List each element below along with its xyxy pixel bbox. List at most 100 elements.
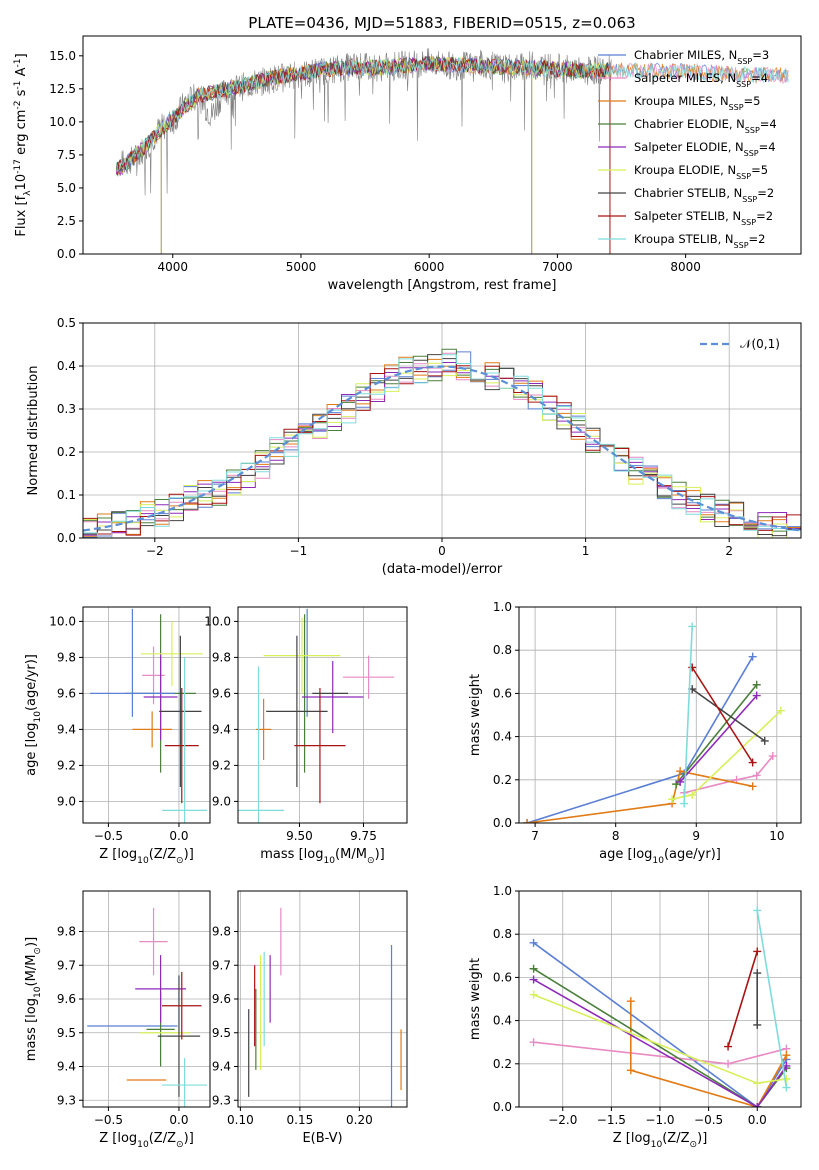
mass-weight-series: [688, 663, 757, 767]
y-tick-label: 9.7: [57, 958, 76, 972]
y-tick-label: 0.4: [493, 730, 512, 744]
plus-marker: [672, 780, 681, 789]
age-vs-z-x-axis-label: Z [log10(Z/Z⊙)]: [99, 847, 194, 866]
spectrum-title: PLATE=0436, MJD=51883, FIBERID=0515, z=0…: [248, 14, 635, 32]
weight-vs-age-x-axis-label: age [log10(age/yr)]: [599, 847, 721, 866]
y-tick-label: 10.0: [49, 115, 76, 129]
age-vs-mass-axes: 9.50 9.75 9.0 9.2 9.4 9.6 9.8 10.0 mass [log10(M…: [204, 606, 408, 866]
x-tick-label: 0.0: [169, 829, 188, 843]
series-line: [691, 688, 766, 742]
plus-marker: [752, 680, 761, 689]
residuals-legend: 𝒩(0,1): [700, 337, 780, 351]
error-bar-point: [263, 617, 341, 694]
plus-marker: [523, 819, 532, 823]
x-tick-label: 0.15: [287, 1113, 314, 1127]
mass-weight-series: [668, 706, 785, 804]
x-tick-label: −2.0: [548, 1113, 577, 1127]
spectrum-axes: 4000 5000 6000 7000 8000 0.0 2.5 5.0 7.5 10.0 12.5…: [13, 14, 802, 293]
mass-weight-series: [529, 1038, 791, 1068]
error-bar-point: [302, 661, 364, 733]
age-vs-z-axes: −0.5 0.0 9.0 9.2 9.4 9.6 9.8 10.0 Z [log10(Z/Z⊙)…: [24, 606, 211, 866]
legend-entry-label: Salpeter ELODIE, NSSP=4: [634, 140, 776, 158]
y-tick-label: 0.2: [493, 773, 512, 787]
y-tick-label: 0.0: [493, 1100, 512, 1114]
error-bar-point: [157, 975, 201, 1097]
y-tick-label: 9.8: [57, 650, 76, 664]
y-tick-label: 9.6: [212, 992, 231, 1006]
x-tick-label: 0.0: [748, 1113, 767, 1127]
error-bar-point: [162, 1058, 208, 1107]
age-vs-z-plot-content: [90, 608, 208, 823]
spectrum-frame: [82, 35, 802, 255]
y-tick-label: 9.5: [212, 1026, 231, 1040]
error-bar-point: [140, 621, 203, 687]
mass-vs-z-gridlines: [83, 891, 210, 1107]
y-tick-label: 9.5: [57, 1026, 76, 1040]
x-tick-label: 7: [531, 829, 539, 843]
weight-vs-age-plot-content: [523, 622, 785, 823]
error-bar-point: [342, 655, 395, 699]
residuals-y-axis-label: Normed distribution: [26, 366, 41, 496]
age-vs-z-y-axis-label: age [log10(age/yr)]: [24, 654, 43, 776]
plus-marker: [529, 975, 538, 984]
x-tick-label: 5000: [286, 260, 317, 274]
plus-marker: [529, 990, 538, 999]
x-tick-label: 0: [438, 544, 446, 558]
mass-vs-ebv-gridlines: [238, 891, 407, 1107]
mass-weight-series: [753, 969, 762, 1029]
y-tick-label: 9.0: [57, 794, 76, 808]
x-tick-label: 7000: [542, 260, 573, 274]
legend-entry-label: Kroupa MILES, NSSP=5: [634, 94, 760, 112]
error-bar-point: [266, 635, 328, 787]
error-bar-point: [294, 688, 346, 804]
legend-entry-label: Salpeter STELIB, NSSP=2: [634, 209, 773, 227]
y-tick-label: 9.8: [212, 925, 231, 939]
series-line: [683, 626, 693, 804]
legend-entry-label: Kroupa ELODIE, NSSP=5: [634, 163, 768, 181]
mass-vs-ebv-x-axis-label: E(B-V): [302, 1131, 342, 1146]
spectrum-y-axis-label: Flux [fλ10-17 erg cm-2 s-1 A-1]: [13, 53, 33, 236]
error-bar-point: [164, 688, 199, 804]
mass-weight-series: [688, 685, 769, 745]
plus-marker: [752, 771, 761, 780]
residuals-plot-content: [83, 348, 801, 538]
y-tick-label: 9.2: [212, 758, 231, 772]
plus-marker: [529, 964, 538, 973]
x-tick-label: 8: [612, 829, 620, 843]
plus-marker: [782, 1061, 791, 1070]
legend-entry-label: Salpeter MILES, NSSP=4: [634, 71, 768, 89]
residual-histogram: [83, 365, 801, 538]
y-tick-label: 9.4: [57, 1060, 76, 1074]
y-tick-label: 12.5: [49, 82, 76, 96]
y-tick-label: 9.6: [57, 686, 76, 700]
x-tick-label: 9.75: [350, 829, 377, 843]
weight-vs-z-plot-content: [529, 906, 791, 1107]
x-tick-label: 0.10: [227, 1113, 254, 1127]
mass-weight-series: [753, 906, 791, 1092]
y-tick-label: 9.8: [57, 925, 76, 939]
plus-marker: [753, 947, 762, 956]
plus-marker: [753, 969, 762, 978]
y-tick-label: 9.8: [212, 650, 231, 664]
series-line: [526, 770, 753, 823]
y-tick-label: 7.5: [57, 148, 76, 162]
error-bar-point: [159, 635, 202, 787]
y-tick-label: 0.2: [57, 445, 76, 459]
model-spectrum-line: [115, 56, 610, 176]
mass-weight-series: [680, 622, 697, 808]
y-tick-label: 0.4: [57, 359, 76, 373]
y-tick-label: 9.3: [212, 1093, 231, 1107]
y-tick-label: 15.0: [49, 49, 76, 63]
error-bar-point: [143, 653, 178, 741]
x-tick-label: 9.50: [286, 829, 313, 843]
plus-marker: [676, 767, 685, 776]
legend-entry-label: Chabrier STELIB, NSSP=2: [634, 186, 774, 204]
mass-weight-series: [672, 680, 761, 789]
y-tick-label: 10.0: [49, 614, 76, 628]
series-line: [675, 684, 758, 785]
x-tick-label: −1.0: [645, 1113, 674, 1127]
plus-marker: [776, 706, 785, 715]
plus-marker: [724, 1059, 733, 1068]
plus-marker: [529, 938, 538, 947]
